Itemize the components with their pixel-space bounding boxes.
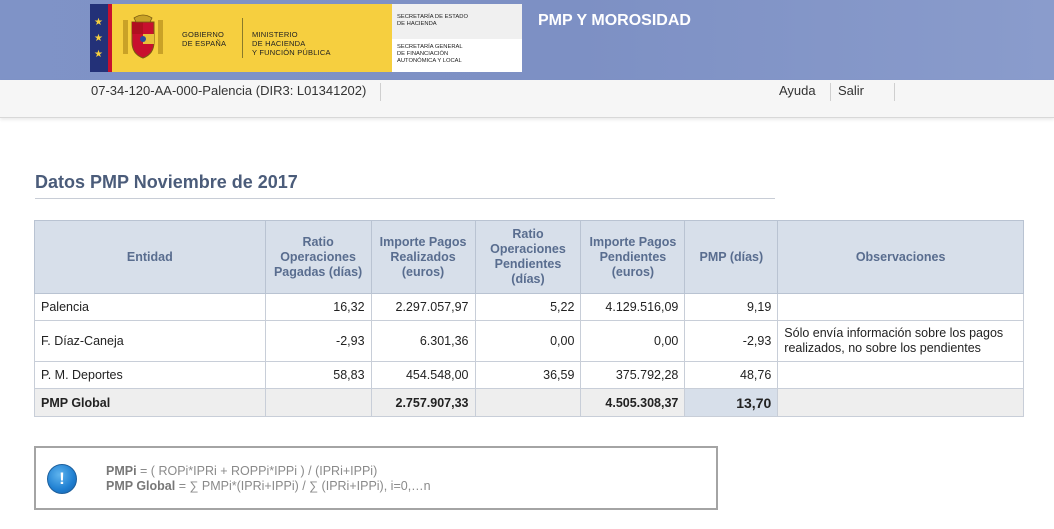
cell-ratio-pendientes: 36,59 (474, 361, 582, 389)
eu-stripe: ★ ★ ★ (90, 4, 108, 72)
app-title: PMP Y MOROSIDAD (538, 12, 691, 29)
secretariat-label-1: SECRETARÍA DE ESTADO DE HACIENDA (397, 14, 468, 27)
global-empty-cell (777, 388, 1024, 417)
coat-of-arms-icon (123, 14, 163, 59)
cell-importe-pendientes: 4.129.516,09 (580, 293, 686, 321)
cell-entidad: F. Díaz-Caneja (34, 320, 266, 362)
cell-importe-realizados: 454.548,00 (370, 361, 476, 389)
global-label: PMP Global (34, 388, 266, 417)
formula-pmpi-label: PMPi (106, 464, 137, 478)
cell-ratio-pendientes: 0,00 (474, 320, 582, 362)
formula-pmpi: PMPi = ( ROPi*IPRi + ROPPi*IPPi ) / (IPR… (106, 464, 377, 478)
formula-pmp-global: PMP Global = ∑ PMPi*(IPRi+IPPi) / ∑ (IPR… (106, 479, 431, 493)
table-row: Palencia 16,32 2.297.057,97 5,22 4.129.5… (34, 293, 1024, 321)
table-row: F. Díaz-Caneja -2,93 6.301,36 0,00 0,00 … (34, 320, 1024, 362)
help-link[interactable]: Ayuda (779, 83, 831, 101)
formula-pmpi-expression: = ( ROPi*IPRi + ROPPi*IPPi ) / (IPRi+IPP… (136, 464, 378, 478)
pmp-table: Entidad Ratio Operaciones Pagadas (días)… (34, 220, 1024, 417)
logo-red-bar (108, 4, 112, 72)
government-logo: ★ ★ ★ GOBIERNO DE ESPAÑA MINISTERIO DE H… (90, 4, 392, 72)
cell-importe-pendientes: 0,00 (580, 320, 686, 362)
cell-entidad: Palencia (34, 293, 266, 321)
global-pmp: 13,70 (684, 388, 779, 417)
subbar: 07-34-120-AA-000-Palencia (DIR3: L013412… (0, 80, 1054, 118)
secretariat-block: SECRETARÍA DE ESTADO DE HACIENDA SECRETA… (392, 4, 522, 72)
formula-info-box: ! PMPi = ( ROPi*IPRi + ROPPi*IPPi ) / (I… (34, 446, 718, 510)
app-header: ★ ★ ★ GOBIERNO DE ESPAÑA MINISTERIO DE H… (0, 0, 1054, 80)
star-icon: ★ (94, 49, 103, 60)
star-icon: ★ (94, 33, 103, 44)
header-observaciones: Observaciones (777, 220, 1024, 294)
logo-separator (242, 18, 243, 58)
cell-ratio-pagadas: -2,93 (264, 320, 372, 362)
cell-importe-realizados: 2.297.057,97 (370, 293, 476, 321)
cell-importe-pendientes: 375.792,28 (580, 361, 686, 389)
header-entidad: Entidad (34, 220, 266, 294)
table-header-row: Entidad Ratio Operaciones Pagadas (días)… (34, 220, 1024, 294)
table-row: P. M. Deportes 58,83 454.548,00 36,59 37… (34, 361, 1024, 389)
header-ratio-pendientes: Ratio Operaciones Pendientes (días) (474, 220, 582, 294)
logout-link[interactable]: Salir (838, 83, 896, 101)
page-title: Datos PMP Noviembre de 2017 (35, 172, 298, 192)
header-importe-pendientes: Importe Pagos Pendientes (euros) (580, 220, 686, 294)
cell-observaciones (777, 293, 1024, 321)
ministry-label: MINISTERIO DE HACIENDA Y FUNCIÓN PÚBLICA (252, 30, 331, 57)
entity-identifier: 07-34-120-AA-000-Palencia (DIR3: L013412… (91, 83, 382, 101)
global-importe-realizados: 2.757.907,33 (370, 388, 476, 417)
cell-importe-realizados: 6.301,36 (370, 320, 476, 362)
global-empty-cell (474, 388, 582, 417)
global-importe-pendientes: 4.505.308,37 (580, 388, 686, 417)
cell-observaciones (777, 361, 1024, 389)
cell-observaciones: Sólo envía información sobre los pagos r… (777, 320, 1024, 362)
formula-pmp-global-expression: = ∑ PMPi*(IPRi+IPPi) / ∑ (IPRi+IPPi), i=… (175, 479, 431, 493)
info-icon: ! (47, 464, 77, 494)
secretariat-top (392, 4, 522, 39)
cell-ratio-pagadas: 58,83 (264, 361, 372, 389)
header-ratio-pagadas: Ratio Operaciones Pagadas (días) (264, 220, 372, 294)
title-divider (35, 198, 775, 199)
cell-ratio-pagadas: 16,32 (264, 293, 372, 321)
header-importe-realizados: Importe Pagos Realizados (euros) (370, 220, 476, 294)
cell-pmp: 9,19 (684, 293, 779, 321)
global-empty-cell (264, 388, 372, 417)
cell-pmp: 48,76 (684, 361, 779, 389)
global-row: PMP Global 2.757.907,33 4.505.308,37 13,… (34, 388, 1024, 417)
cell-pmp: -2,93 (684, 320, 779, 362)
header-pmp: PMP (días) (684, 220, 779, 294)
cell-ratio-pendientes: 5,22 (474, 293, 582, 321)
star-icon: ★ (94, 17, 103, 28)
secretariat-label-2: SECRETARÍA GENERAL DE FINANCIACIÓN AUTON… (397, 44, 463, 64)
government-label: GOBIERNO DE ESPAÑA (182, 30, 227, 48)
cell-entidad: P. M. Deportes (34, 361, 266, 389)
formula-pmp-global-label: PMP Global (106, 479, 176, 493)
